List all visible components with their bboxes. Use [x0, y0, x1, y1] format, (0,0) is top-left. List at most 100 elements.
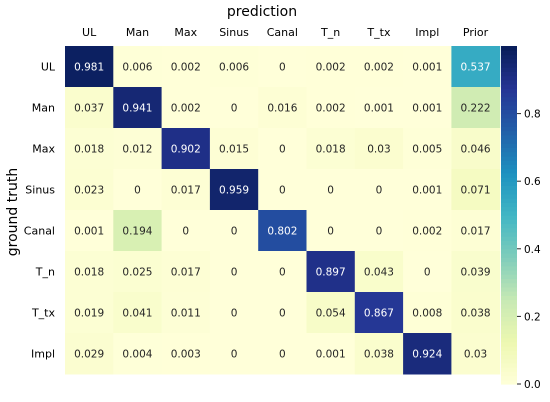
colorbar-segment [501, 257, 517, 263]
cell-value-label: 0.023 [74, 185, 104, 197]
colorbar-segment [501, 92, 517, 98]
colorbar-segment [501, 253, 517, 258]
heatmap-cell [113, 46, 163, 88]
cell-value-label: 0 [231, 226, 238, 238]
cell-value-label: 0.018 [74, 144, 104, 156]
heatmap-cell [354, 251, 404, 293]
colorbar-tick-label: 0.2 [524, 311, 541, 323]
heatmap-cell [306, 169, 356, 211]
heatmap-cell [209, 128, 259, 170]
heatmap-cell [258, 333, 307, 375]
x-tick-label: Sinus [219, 26, 249, 39]
colorbar-segment [501, 291, 517, 296]
colorbar-segment [501, 151, 517, 157]
cell-value-label: 0.001 [412, 103, 442, 115]
cell-value-label: 0.012 [122, 144, 152, 156]
heatmap-cell [306, 292, 356, 334]
cell-value-label: 0.194 [122, 226, 152, 238]
heatmap-cell [65, 169, 114, 211]
colorbar-segment [501, 202, 517, 208]
cell-value-label: 0.924 [412, 349, 442, 361]
colorbar-segment [501, 274, 517, 279]
colorbar-segment [501, 261, 517, 267]
colorbar-segment [501, 100, 517, 106]
cell-value-label: 0.016 [267, 103, 297, 115]
heatmap-cell [65, 251, 114, 293]
heatmap-cell [209, 292, 259, 334]
colorbar-segment [501, 168, 517, 174]
y-axis-label: ground truth [5, 168, 21, 256]
heatmap-cell [113, 210, 163, 252]
colorbar-segment [501, 138, 517, 144]
colorbar-segment [501, 62, 517, 68]
colorbar-segment [501, 248, 517, 254]
colorbar-segment [501, 122, 517, 127]
colorbar-segment [501, 362, 517, 368]
colorbar-segment [501, 198, 517, 203]
heatmap-cell [306, 210, 356, 252]
colorbar-segment [501, 324, 517, 330]
y-tick-label: UL [41, 61, 56, 74]
cell-value-label: 0.018 [74, 267, 104, 279]
heatmap-cell [354, 46, 404, 88]
colorbar-segment [501, 231, 517, 237]
heatmap-cell [258, 169, 307, 211]
heatmap-cell [403, 333, 452, 375]
colorbar-segment [501, 160, 517, 165]
cell-value-label: 0.015 [219, 144, 249, 156]
heatmap-cell [306, 128, 356, 170]
heatmap-cell [403, 251, 452, 293]
cell-value-label: 0.017 [171, 267, 201, 279]
heatmap-cell [403, 292, 452, 334]
heatmap-cell [209, 251, 259, 293]
x-tick-label: T_n [320, 26, 340, 39]
colorbar-segment [501, 358, 517, 364]
colorbar-segment [501, 341, 517, 347]
cell-value-label: 0 [376, 226, 383, 238]
colorbar-segment [501, 379, 517, 385]
heatmap-cell [258, 46, 307, 88]
cell-value-label: 0.001 [316, 349, 346, 361]
colorbar-segment [501, 210, 517, 216]
cell-value-label: 0 [182, 226, 189, 238]
colorbar-tick-label: 0.8 [524, 109, 541, 121]
heatmap-cell [258, 251, 307, 293]
colorbar-segment [501, 278, 517, 284]
cell-value-label: 0.001 [412, 185, 442, 197]
colorbar-segment [501, 46, 517, 51]
x-tick-label: Max [174, 26, 197, 39]
y-tick-label: T_n [35, 266, 55, 279]
colorbar-segment [501, 367, 517, 372]
x-tick-label: T_tx [366, 26, 391, 39]
y-tick-label: Man [32, 102, 55, 115]
colorbar-segment [501, 71, 517, 77]
heatmap-cell [403, 46, 452, 88]
colorbar-segment [501, 333, 517, 339]
heatmap-cell [161, 128, 211, 170]
colorbar-segment [501, 172, 517, 178]
colorbar-segment [501, 282, 517, 288]
colorbar-segment [501, 354, 517, 360]
cell-value-label: 0 [134, 185, 141, 197]
cell-value-label: 0 [231, 267, 238, 279]
cell-value-label: 0.029 [74, 349, 104, 361]
cell-value-label: 0.959 [219, 185, 249, 197]
cell-value-label: 0.002 [316, 103, 346, 115]
cell-value-label: 0.001 [412, 62, 442, 74]
colorbar-tick-label: 0.6 [524, 176, 541, 188]
colorbar-segment [501, 345, 517, 351]
cell-value-label: 0 [279, 185, 286, 197]
colorbar-segment [501, 375, 517, 381]
colorbar-segment [501, 269, 517, 275]
x-tick-label: UL [82, 26, 97, 39]
cell-value-label: 0.222 [461, 103, 491, 115]
heatmap-cell [65, 87, 114, 129]
heatmap-cell [451, 46, 501, 88]
cell-value-label: 0.03 [367, 144, 390, 156]
heatmap-cell [65, 128, 114, 170]
cell-value-label: 0 [231, 308, 238, 320]
colorbar-segment [501, 113, 517, 119]
colorbar-segment [501, 147, 517, 153]
cell-value-label: 0.041 [122, 308, 152, 320]
colorbar-segment [501, 329, 517, 334]
